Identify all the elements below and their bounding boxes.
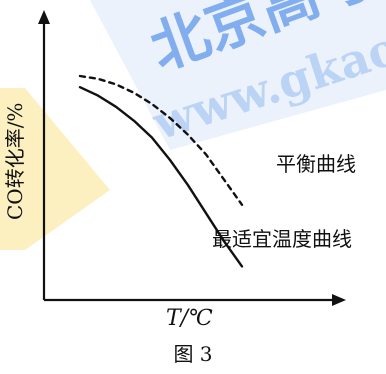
series-layer — [78, 74, 244, 268]
series-label-equilibrium: 平衡曲线 — [276, 152, 356, 176]
y-axis-label: CO转化率/% — [3, 103, 27, 220]
watermark-yellow-shape — [0, 88, 110, 250]
x-axis-arrow — [332, 294, 346, 306]
axis-labels: CO转化率/% T/℃ — [3, 103, 213, 331]
equilibrium-curve — [78, 74, 244, 206]
series-labels: 平衡曲线 最适宜温度曲线 — [212, 152, 356, 251]
figure-caption: 图 3 — [173, 342, 213, 366]
series-label-optimal-temperature: 最适宜温度曲线 — [212, 227, 352, 251]
x-axis-label: T/℃ — [166, 306, 213, 331]
y-axis-arrow — [38, 10, 50, 24]
axes — [38, 10, 346, 306]
watermark: 北京高考 www.gkao — [0, 0, 386, 250]
optimal-temperature-curve — [78, 86, 244, 268]
